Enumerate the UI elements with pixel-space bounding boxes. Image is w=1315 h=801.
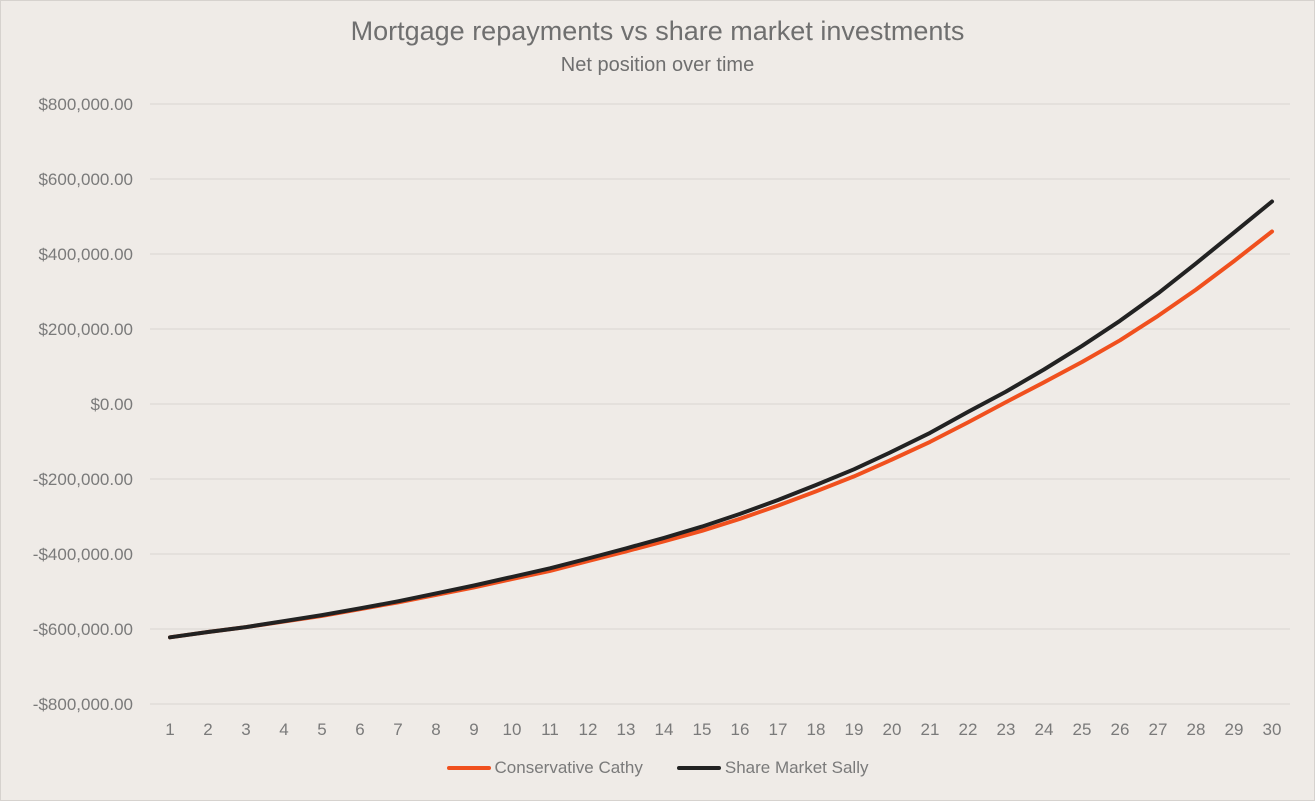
x-tick-label: 18 xyxy=(807,720,826,739)
x-tick-label: 21 xyxy=(921,720,940,739)
x-tick-label: 28 xyxy=(1187,720,1206,739)
y-tick-label: -$800,000.00 xyxy=(33,695,133,714)
x-tick-label: 12 xyxy=(579,720,598,739)
x-tick-label: 19 xyxy=(845,720,864,739)
x-tick-label: 27 xyxy=(1149,720,1168,739)
legend-item-conservative-cathy: Conservative Cathy xyxy=(446,758,643,778)
y-tick-label: $200,000.00 xyxy=(38,320,133,339)
x-tick-label: 2 xyxy=(203,720,212,739)
x-tick-label: 14 xyxy=(655,720,674,739)
x-tick-label: 23 xyxy=(997,720,1016,739)
x-tick-label: 8 xyxy=(431,720,440,739)
legend-swatch-conservative-cathy xyxy=(446,766,491,770)
y-tick-label: $800,000.00 xyxy=(38,95,133,114)
y-tick-label: $400,000.00 xyxy=(38,245,133,264)
y-axis-tick-labels: $800,000.00 $600,000.00 $400,000.00 $200,00… xyxy=(33,95,133,714)
series-lines xyxy=(168,199,1274,640)
x-tick-label: 5 xyxy=(317,720,326,739)
x-tick-label: 3 xyxy=(241,720,250,739)
gridlines xyxy=(150,103,1290,705)
x-tick-label: 13 xyxy=(617,720,636,739)
x-tick-label: 26 xyxy=(1111,720,1130,739)
x-tick-label: 1 xyxy=(165,720,174,739)
legend-swatch-share-market-sally xyxy=(676,766,721,770)
x-axis-tick-labels: 1 2 3 4 5 6 7 8 9 10 11 12 13 14 15 16 17 18 19 20 21 22 23 24 2… xyxy=(165,720,1281,739)
x-tick-label: 17 xyxy=(769,720,788,739)
legend-item-share-market-sally: Share Market Sally xyxy=(676,758,869,778)
legend-label-share-market-sally: Share Market Sally xyxy=(724,758,869,777)
x-tick-label: 11 xyxy=(541,720,559,739)
x-tick-label: 22 xyxy=(959,720,978,739)
x-tick-label: 10 xyxy=(503,720,522,739)
y-tick-label: $600,000.00 xyxy=(38,170,133,189)
x-tick-label: 6 xyxy=(355,720,364,739)
chart-subtitle: Net position over time xyxy=(560,54,755,76)
x-tick-label: 25 xyxy=(1073,720,1092,739)
y-tick-label: $0.00 xyxy=(90,395,133,414)
x-tick-label: 9 xyxy=(469,720,478,739)
y-tick-label: -$600,000.00 xyxy=(33,620,133,639)
x-tick-label: 30 xyxy=(1263,720,1282,739)
series-line-share-market-sally xyxy=(168,199,1274,640)
legend: Conservative Cathy Share Market Sally xyxy=(0,758,1315,778)
x-tick-label: 20 xyxy=(883,720,902,739)
y-tick-label: -$400,000.00 xyxy=(33,545,133,564)
x-tick-label: 4 xyxy=(279,720,288,739)
series-line-conservative-cathy xyxy=(168,229,1274,640)
x-tick-label: 29 xyxy=(1225,720,1244,739)
y-tick-label: -$200,000.00 xyxy=(33,470,133,489)
x-tick-label: 7 xyxy=(393,720,402,739)
x-tick-label: 16 xyxy=(731,720,750,739)
legend-label-conservative-cathy: Conservative Cathy xyxy=(494,758,643,777)
chart-title: Mortgage repayments vs share market inve… xyxy=(350,16,965,46)
x-tick-label: 15 xyxy=(693,720,712,739)
x-tick-label: 24 xyxy=(1035,720,1054,739)
